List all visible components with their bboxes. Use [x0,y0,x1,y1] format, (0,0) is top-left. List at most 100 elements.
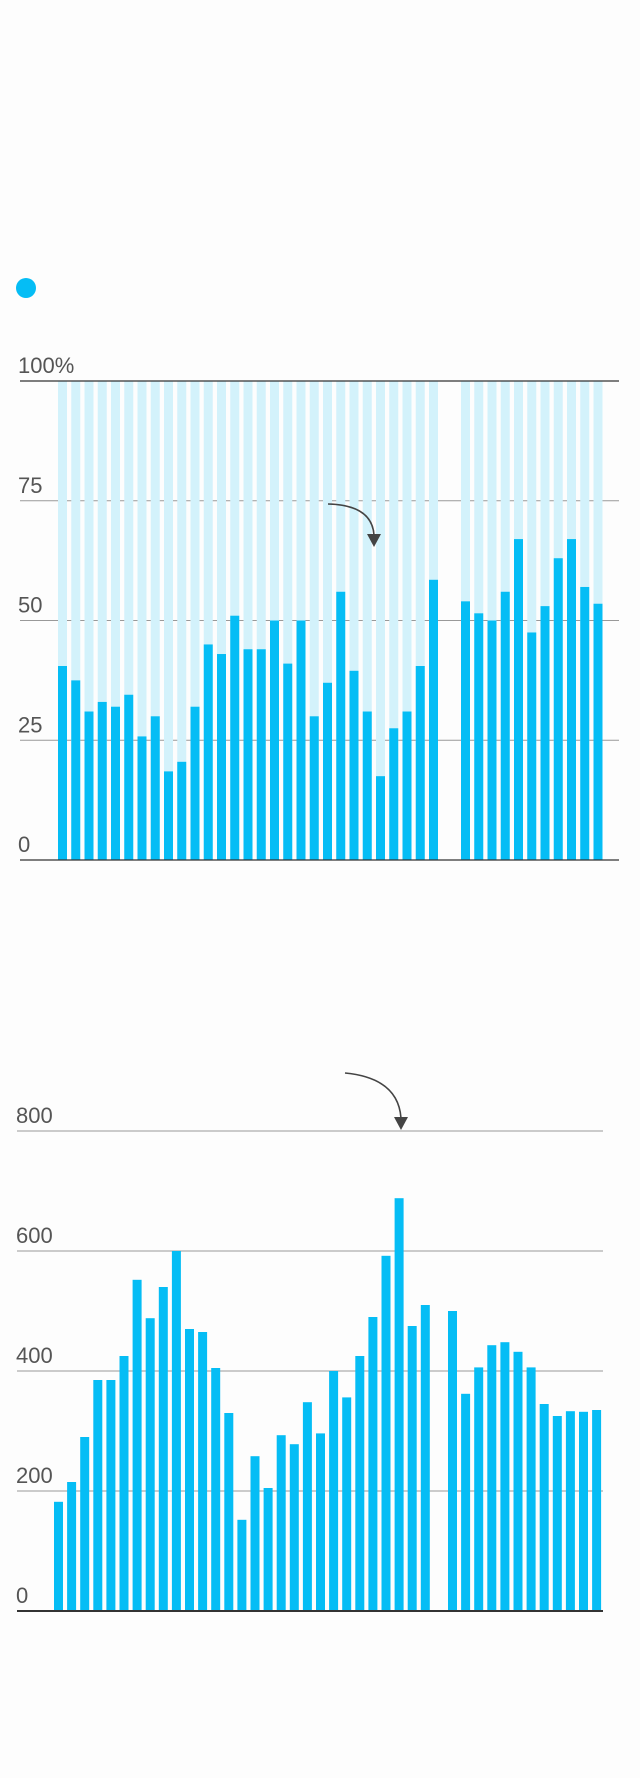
bar-background [164,381,173,860]
bar [579,1411,588,1611]
bar [389,728,399,860]
bar [171,1251,181,1611]
bar [190,706,200,860]
bar [448,1311,457,1611]
bar [150,716,160,860]
legend-dot-marker [16,278,36,298]
bar [97,701,107,860]
bar-background [415,381,425,860]
y-tick-label: 75 [18,473,42,498]
bar [158,1287,168,1611]
bar [302,1402,312,1611]
bar [224,1413,234,1611]
bar-background [217,381,226,860]
bar [323,682,332,860]
y-tick-label: 0 [18,832,30,857]
bar [80,1437,90,1611]
bar [514,539,523,860]
curved-arrow-icon [327,503,375,536]
bar [276,1435,286,1611]
bar [527,632,537,860]
y-tick-label: 200 [16,1463,53,1488]
bar-background [389,381,399,860]
bar [368,1317,378,1611]
bar [420,1305,430,1611]
bar [211,1368,221,1611]
bar-background [376,381,385,860]
bar-background [309,381,319,860]
bar [407,1326,417,1611]
bar [164,771,173,860]
bar-background [84,381,94,860]
bar-background [58,381,67,860]
bar [474,613,484,860]
bar [394,1198,404,1611]
bar-background [349,381,359,860]
curved-arrow-icon [344,1072,402,1119]
bar-background [283,381,293,860]
bar [309,716,319,860]
bar [263,1488,273,1611]
bar [355,1356,365,1611]
bar [487,620,497,860]
bar [145,1318,155,1611]
bar [526,1367,536,1611]
bar [203,644,213,860]
bar [429,579,438,860]
bar [296,620,306,860]
bar-background [256,381,266,860]
y-tick-label: 100% [18,353,74,378]
y-tick-label: 25 [18,712,42,737]
bar [500,591,510,860]
bar [329,1371,339,1611]
bar [316,1433,325,1611]
bar [93,1380,103,1611]
bar-background [111,381,120,860]
bar [580,586,590,860]
bar-background [124,381,134,860]
bar [415,666,425,860]
bar-background [190,381,200,860]
bar [362,711,372,860]
bar [381,1255,391,1611]
bar [250,1456,260,1611]
bar [71,680,81,860]
bar-background [243,381,253,860]
arrow-head-icon [394,1117,408,1130]
bar [198,1332,208,1611]
bar [402,711,412,860]
share-percent-bar-chart: 0 25 50 75 100% [18,353,619,861]
bar [177,761,187,860]
bar [119,1356,129,1611]
bar [376,776,385,860]
bar-background [323,381,332,860]
bar [565,1411,575,1611]
bar [500,1342,510,1611]
bar [237,1519,247,1611]
count-bar-chart: 0 200 400 600 800 [16,1072,603,1612]
bar-background [203,381,213,860]
y-tick-label: 600 [16,1223,53,1248]
bar [217,654,226,860]
bar-background [527,381,537,860]
bar [283,663,293,860]
bar [137,736,147,860]
bar [54,1501,63,1611]
bar [243,649,253,860]
bar-background [150,381,160,860]
bar [185,1329,194,1611]
bar [111,706,120,860]
y-tick-label: 0 [16,1583,28,1608]
y-tick-label: 800 [16,1103,53,1128]
bar [593,603,603,860]
bar-background [362,381,372,860]
bar [342,1397,352,1611]
bar [270,620,279,860]
bar [461,1393,471,1611]
bar-background [402,381,412,860]
bar [474,1367,484,1611]
y-tick-label: 400 [16,1343,53,1368]
bar [230,615,240,860]
bar [592,1410,602,1611]
bar-background [71,381,81,860]
